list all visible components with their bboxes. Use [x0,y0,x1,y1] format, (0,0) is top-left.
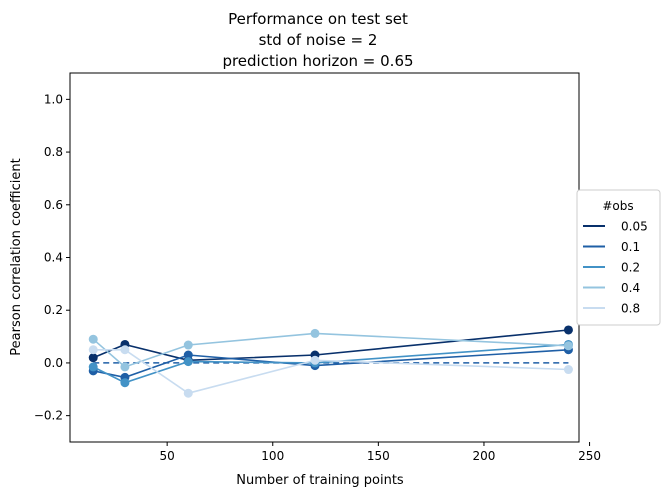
x-tick-label: 200 [473,449,496,463]
legend-label: 0.2 [621,261,640,275]
x-tick-label: 250 [578,449,601,463]
data-point [183,340,193,350]
data-point [563,365,573,375]
data-point [563,325,573,335]
x-axis-label: Number of training points [236,473,404,488]
data-point [120,362,130,372]
y-tick-label: 0.6 [44,198,63,212]
data-point [310,355,320,365]
data-point [183,350,193,360]
legend-label: 0.4 [621,281,640,295]
y-tick-label: 1.0 [44,92,63,106]
x-tick-label: 150 [367,449,390,463]
legend-label: 0.1 [621,240,640,254]
plot-frame [69,72,580,443]
plot-content [88,325,573,398]
series-0.1 [88,345,573,382]
data-point [120,378,130,388]
title-line-3: prediction horizon = 0.65 [222,52,413,70]
series-0.8 [88,345,573,398]
data-point [183,388,193,398]
y-tick-label: −0.2 [34,409,63,423]
legend-box [576,189,661,326]
y-tick-label: 0.2 [44,303,63,317]
series-0.4 [88,328,573,372]
x-tick-label: 50 [160,449,175,463]
chart-title: Performance on test set std of noise = 2… [222,10,413,70]
legend-title: #obs [602,199,633,213]
x-axis-ticks: 50 100 150 200 250 [160,442,601,463]
y-tick-label: 0.4 [44,251,63,265]
y-tick-label: 0.0 [44,356,63,370]
series-0.2 [88,339,573,388]
data-point [183,357,193,367]
data-point [88,362,98,372]
data-point [88,353,98,363]
data-point [88,334,98,344]
y-axis-ticks: −0.2 0.0 0.2 0.4 0.6 0.8 1.0 [34,92,70,423]
data-point [88,345,98,355]
data-point [120,345,130,355]
y-axis-label: Pearson correlation coefficient [9,158,24,355]
x-tick-label: 100 [261,449,284,463]
legend-label: 0.05 [621,220,648,234]
series-0.05 [88,325,573,365]
title-line-2: std of noise = 2 [259,31,378,49]
data-point [563,341,573,351]
legend: #obs 0.05 0.1 0.2 0.4 0.8 [576,189,661,326]
title-line-1: Performance on test set [228,10,408,28]
legend-label: 0.8 [621,302,640,316]
legend-items: 0.05 0.1 0.2 0.4 0.8 [583,220,648,316]
data-point [310,328,320,338]
y-tick-label: 0.8 [44,145,63,159]
series-line [93,348,569,395]
